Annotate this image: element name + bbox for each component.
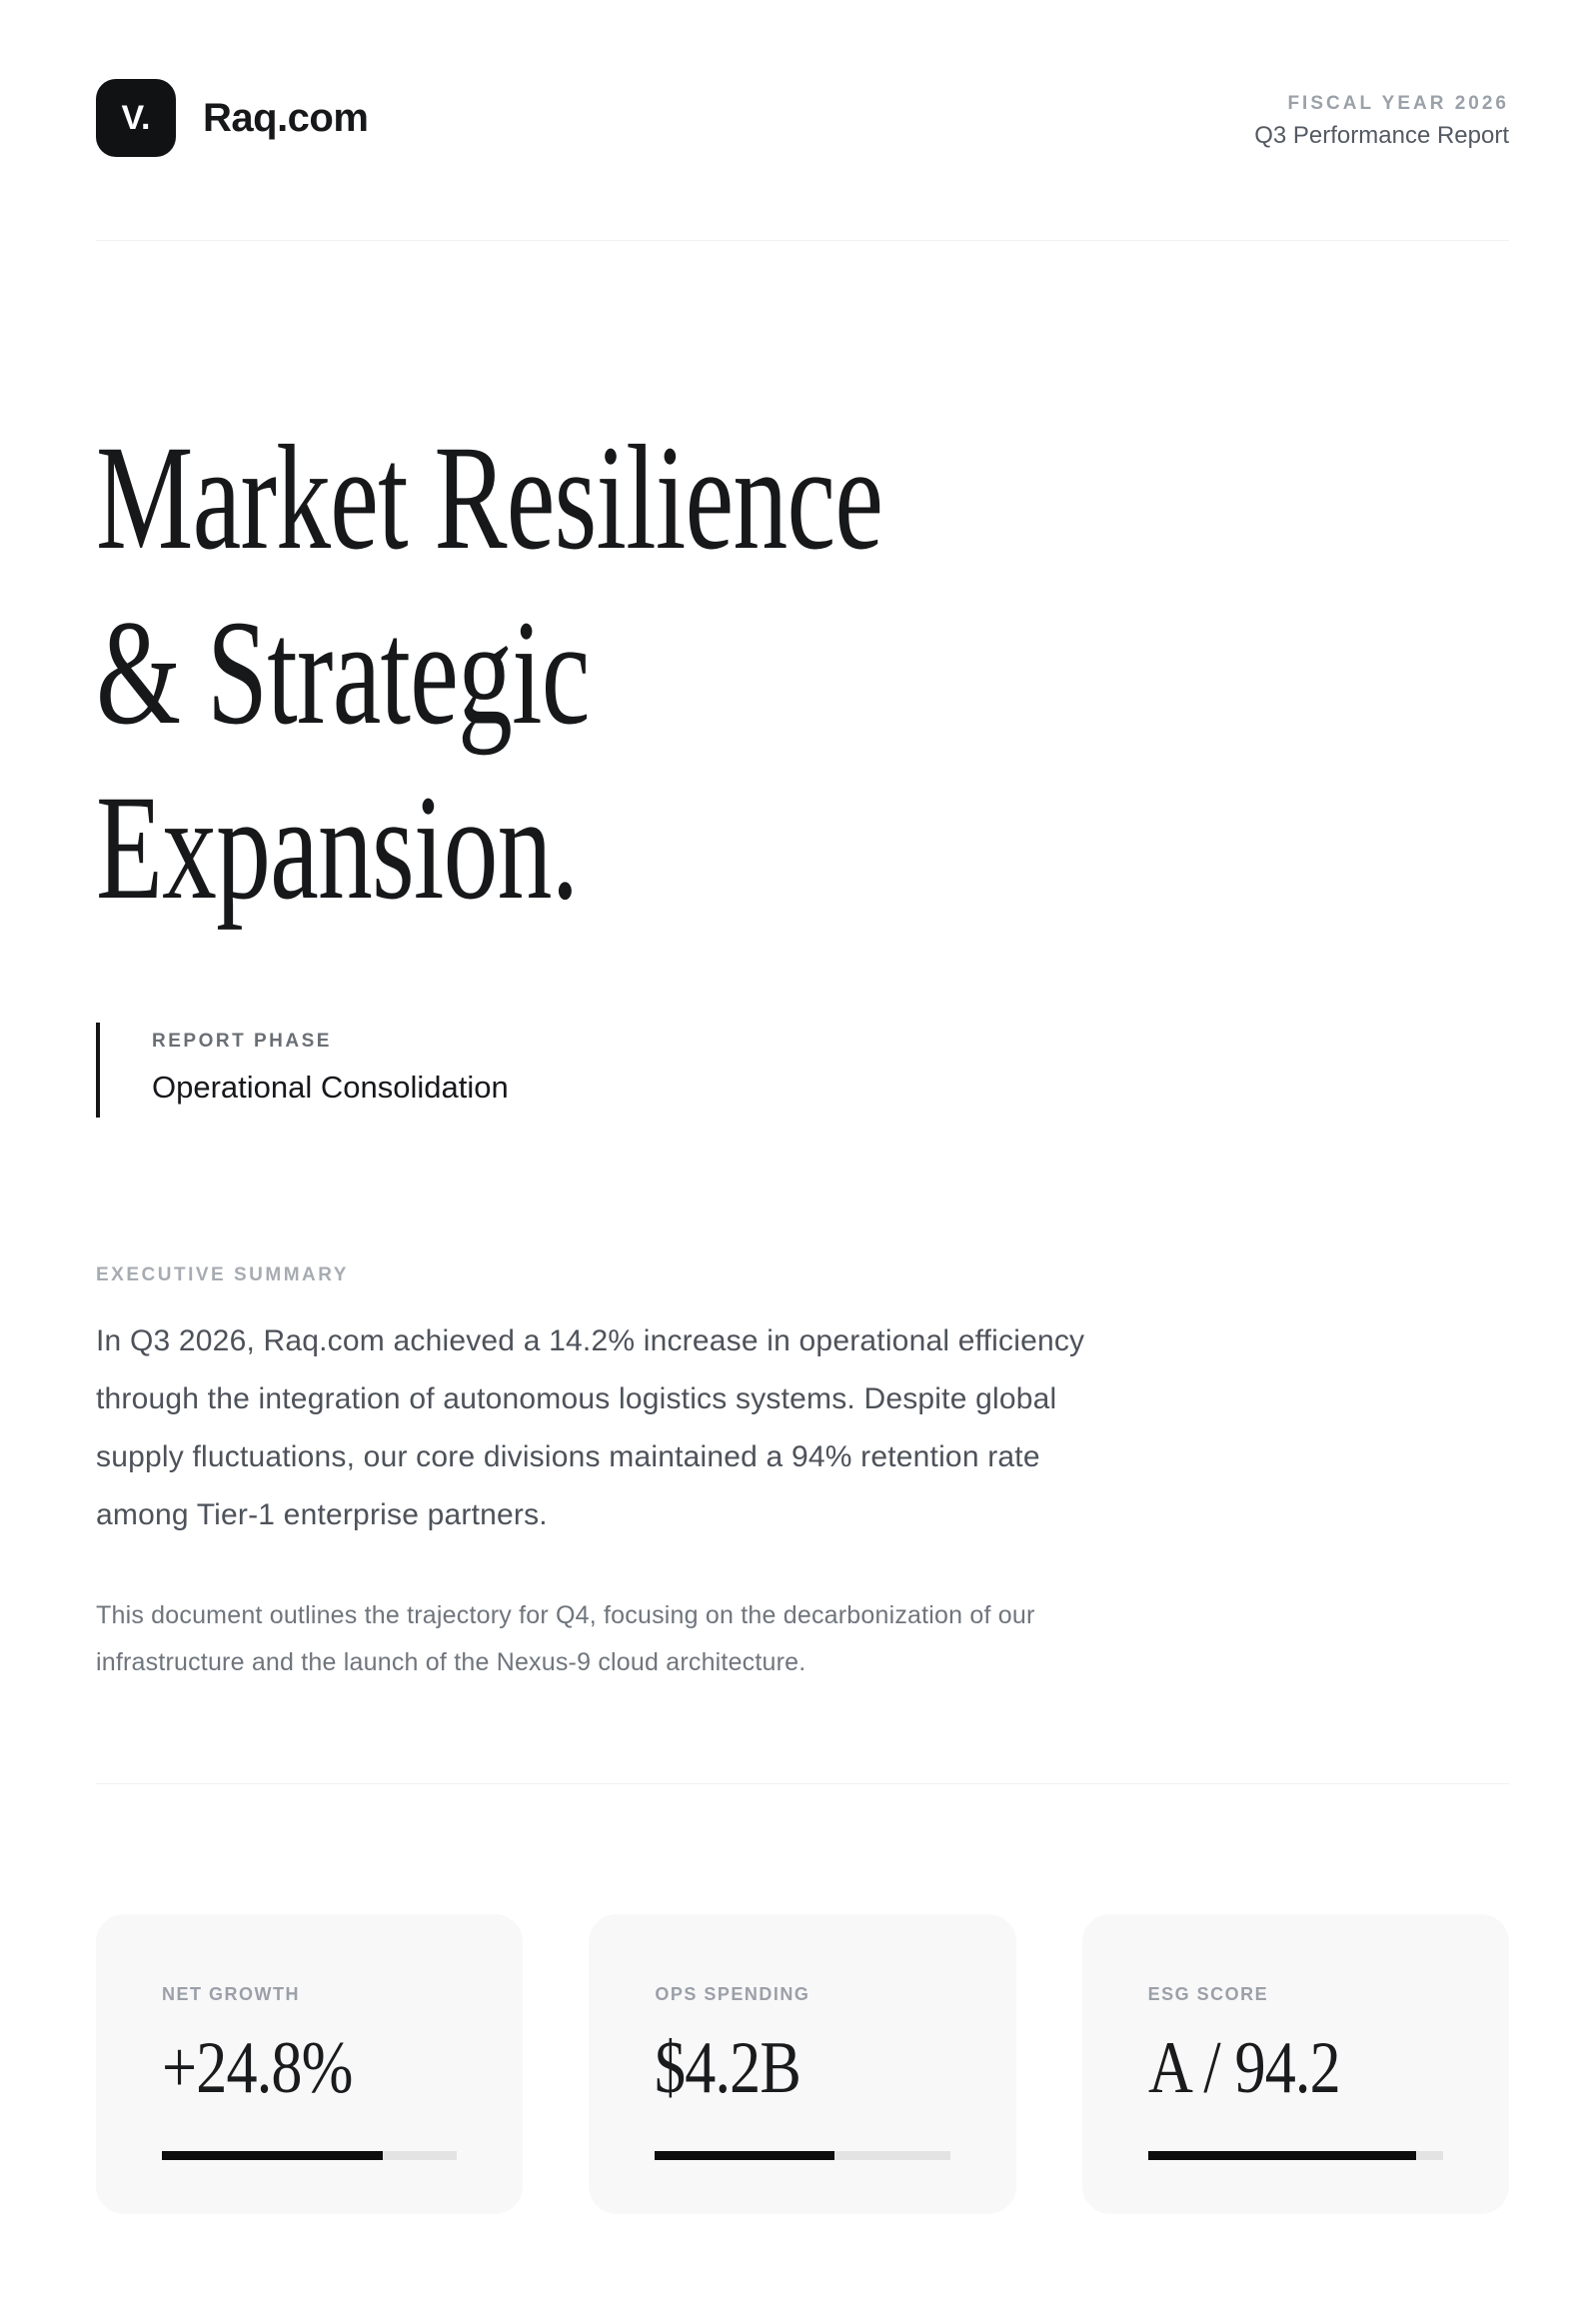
kpi-label: NET GROWTH [162,1984,300,2004]
title-line-3: Expansion. [96,765,579,931]
kpi-progress-track [162,2151,458,2160]
page-header: V. Raq.com FISCAL YEAR 2026 Q3 Performan… [96,79,1509,157]
lead-line: through the integration of autonomous lo… [96,1382,1057,1415]
kpi-label: ESG SCORE [1147,1984,1269,2004]
company-logo-icon: V. [96,79,176,157]
kpi-value: A / 94.2 [1147,2027,1341,2109]
kpi-progress-fill [162,2151,384,2160]
report-phase-label: REPORT PHASE [152,1031,332,1052]
kpi-cards: NET GROWTH +24.8% OPS SPENDING $4.2B ESG… [96,1914,1509,2214]
report-meta: FISCAL YEAR 2026 Q3 Performance Report [1254,93,1509,150]
brand-lockup: V. Raq.com [96,79,369,157]
kpi-progress-fill [1147,2151,1417,2160]
kpi-card-esg-score: ESG SCORE A / 94.2 [1081,1914,1509,2214]
note-line: This document outlines the trajectory fo… [96,1601,1035,1629]
report-subtitle: Q3 Performance Report [1254,122,1509,149]
header-divider [96,240,1509,241]
title-line-2: & Strategic [96,590,590,756]
report-phase-callout: REPORT PHASE Operational Consolidation [96,1023,1509,1118]
lead-line: In Q3 2026, Raq.com achieved a 14.2% inc… [96,1324,1085,1357]
kpi-value: $4.2B [655,2027,801,2109]
kpi-progress-track [655,2151,950,2160]
kpi-card-ops-spending: OPS SPENDING $4.2B [589,1914,1016,2214]
report-phase-value: Operational Consolidation [152,1070,509,1105]
page-title: Market Resilience & Strategic Expansion. [96,411,1127,936]
brand-name: Raq.com [203,95,369,140]
kpi-value: +24.8% [162,2027,353,2109]
note-line: infrastructure and the launch of the Nex… [96,1648,806,1676]
kpi-progress-fill [655,2151,835,2160]
section-divider [96,1783,1509,1784]
executive-summary-note: This document outlines the trajectory fo… [96,1592,1509,1686]
fiscal-year-label: FISCAL YEAR 2026 [1287,93,1509,114]
report-page: V. Raq.com FISCAL YEAR 2026 Q3 Performan… [0,79,1587,2214]
lead-line: supply fluctuations, our core divisions … [96,1440,1040,1473]
lead-line: among Tier-1 enterprise partners. [96,1498,548,1531]
kpi-card-net-growth: NET GROWTH +24.8% [96,1914,524,2214]
executive-summary-label: EXECUTIVE SUMMARY [96,1264,349,1285]
title-line-1: Market Resilience [96,415,883,581]
executive-summary-lead: In Q3 2026, Raq.com achieved a 14.2% inc… [96,1312,1509,1544]
kpi-progress-track [1147,2151,1443,2160]
kpi-label: OPS SPENDING [655,1984,810,2004]
